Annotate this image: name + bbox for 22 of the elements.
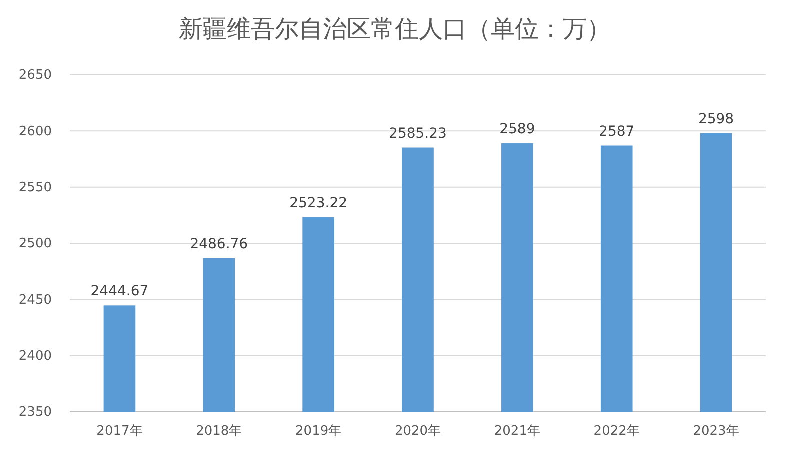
x-tick-label: 2019年 [296, 424, 342, 440]
data-label: 2444.67 [90, 284, 149, 300]
data-label: 2587 [599, 124, 635, 140]
data-label: 2523.22 [290, 195, 348, 212]
x-tick-label: 2021年 [494, 424, 540, 440]
data-label: 2589 [500, 122, 536, 138]
y-tick-label: 2600 [18, 124, 52, 140]
y-tick-label: 2400 [18, 348, 52, 364]
x-tick-label: 2018年 [196, 424, 242, 440]
data-label: 2585.23 [389, 126, 447, 142]
data-label: 2486.76 [190, 236, 248, 252]
y-tick-label: 2550 [18, 180, 52, 196]
x-tick-label: 2017年 [96, 424, 143, 440]
x-tick-label: 2020年 [394, 424, 442, 440]
x-tick-label: 2022年 [594, 424, 640, 440]
chart-title: 新疆维吾尔自治区常住人口（单位：万） [179, 15, 611, 43]
y-tick-label: 2350 [18, 405, 52, 420]
y-tick-label: 2500 [18, 236, 52, 252]
y-tick-label: 2450 [18, 292, 52, 308]
data-label: 2598 [698, 111, 734, 128]
x-tick-label: 2023年 [693, 424, 740, 440]
y-tick-label: 2650 [18, 68, 52, 84]
